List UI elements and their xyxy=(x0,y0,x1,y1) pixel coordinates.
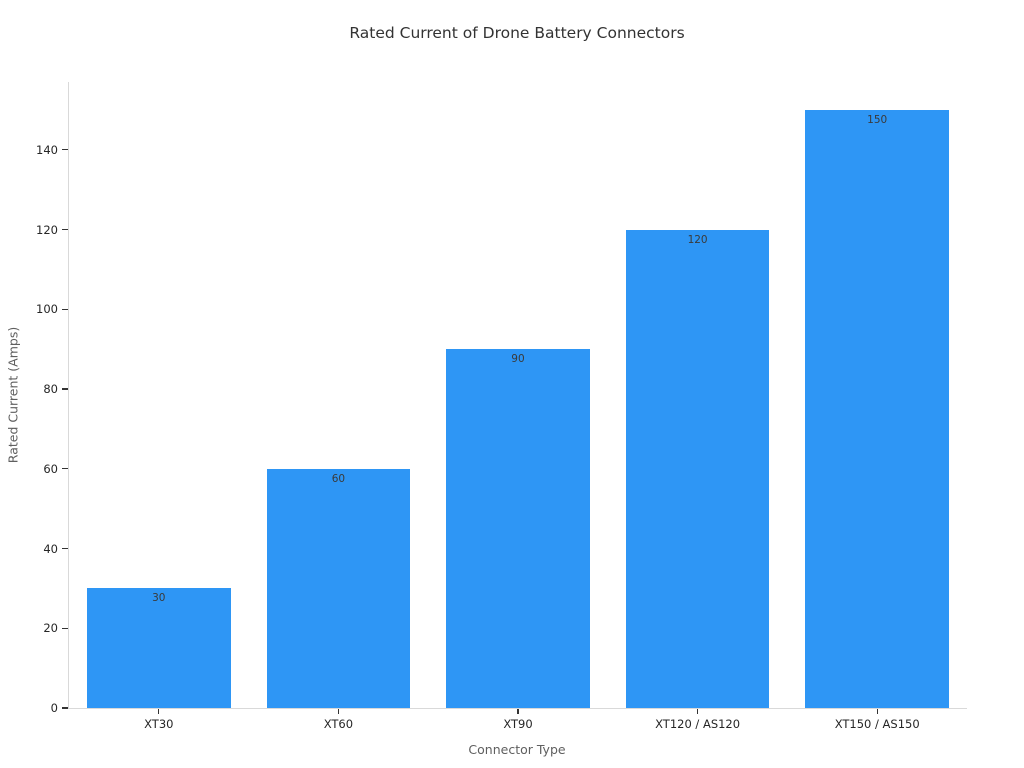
x-tick-label: XT60 xyxy=(323,717,354,731)
y-tick-label: 20 xyxy=(43,621,58,636)
bar-value-label: 120 xyxy=(687,233,708,246)
bar-value-label: 90 xyxy=(511,353,525,366)
y-tick-mark xyxy=(61,707,68,709)
y-tick-mark xyxy=(61,308,68,310)
x-tick-mark xyxy=(517,709,519,715)
y-tick-label: 60 xyxy=(43,461,58,476)
bar: 150 xyxy=(805,109,950,708)
plot-area: 0 20 40 60 80 100 120 140 30 XT30 60 XT60 90 XT90 120 X… xyxy=(36,82,967,731)
y-tick-label: 80 xyxy=(43,382,58,397)
y-tick-mark xyxy=(61,627,68,629)
bar: 30 xyxy=(86,588,231,708)
bar-value-label: 30 xyxy=(152,592,166,605)
x-tick-mark xyxy=(876,709,878,715)
bar-value-label: 60 xyxy=(331,472,346,485)
y-tick-mark xyxy=(61,468,68,470)
y-tick-mark xyxy=(61,228,68,231)
x-tick-mark xyxy=(696,709,699,715)
y-tick-mark xyxy=(61,149,68,151)
bar-value-label: 150 xyxy=(867,113,888,126)
x-axis-label: Connector Type xyxy=(468,742,566,757)
bar: 90 xyxy=(446,349,590,708)
x-tick-label: XT90 xyxy=(503,717,533,731)
y-tick-mark xyxy=(61,547,68,550)
chart-title: Rated Current of Drone Battery Connector… xyxy=(349,24,685,42)
y-tick-label: 40 xyxy=(43,541,58,556)
x-tick-mark xyxy=(337,709,340,715)
y-tick-label: 100 xyxy=(36,302,58,317)
bar: 120 xyxy=(625,229,770,708)
bar: 60 xyxy=(266,468,411,708)
x-tick-label: XT150 / AS150 xyxy=(834,717,920,731)
y-tick-mark xyxy=(61,388,68,390)
y-tick-label: 140 xyxy=(36,142,58,157)
y-axis-label: Rated Current (Amps) xyxy=(5,326,21,464)
x-tick-label: XT120 / AS120 xyxy=(655,717,741,731)
x-tick-mark xyxy=(158,709,160,715)
y-tick-label: 0 xyxy=(50,701,58,715)
x-tick-label: XT30 xyxy=(144,717,174,731)
y-tick-label: 120 xyxy=(36,222,58,237)
